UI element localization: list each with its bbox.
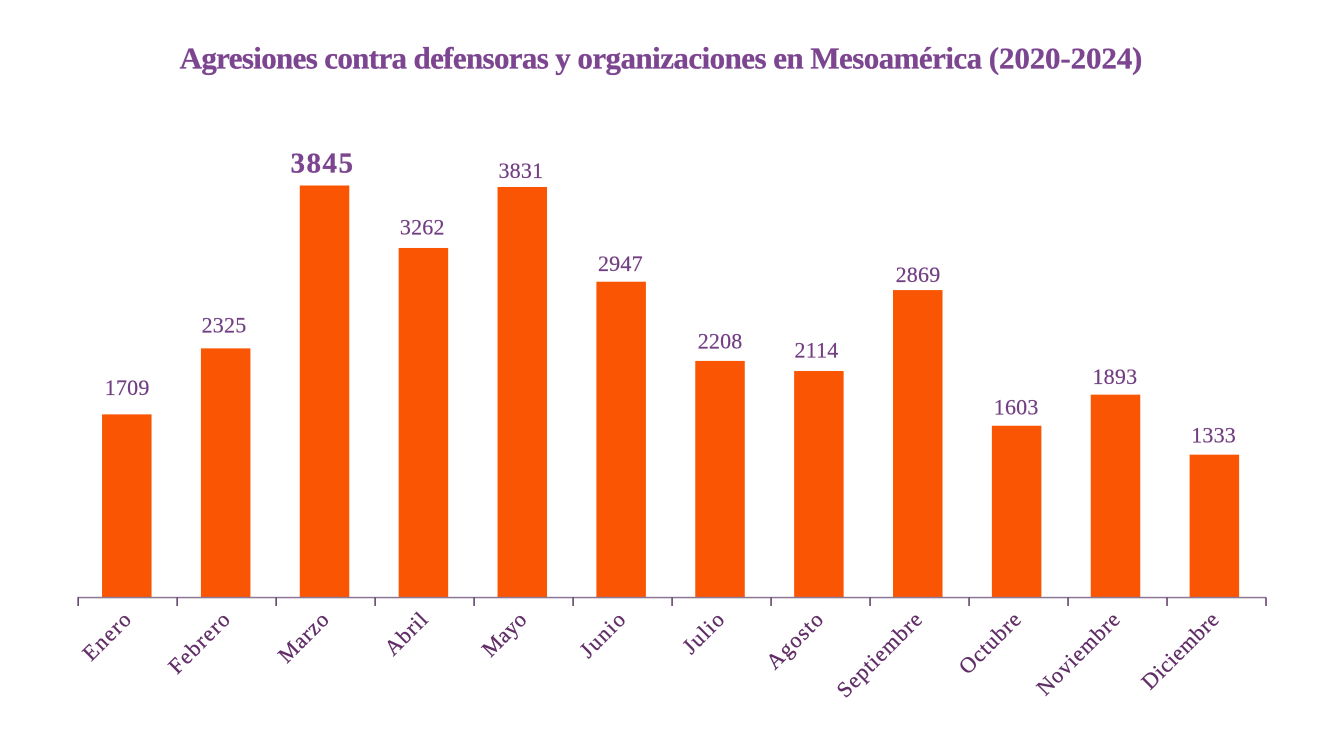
svg-text:2325: 2325 [202,312,247,337]
svg-text:1333: 1333 [1191,423,1236,448]
svg-text:2208: 2208 [698,328,743,353]
svg-text:2947: 2947 [598,251,643,276]
svg-text:1893: 1893 [1092,364,1137,389]
svg-text:1603: 1603 [994,394,1039,419]
svg-text:1709: 1709 [105,375,150,400]
svg-text:3845: 3845 [291,147,355,179]
svg-text:3831: 3831 [498,158,543,183]
svg-text:2114: 2114 [795,337,839,362]
svg-text:Agresiones contra defensoras y: Agresiones contra defensoras y organizac… [180,40,1143,75]
svg-text:2869: 2869 [896,262,941,287]
svg-text:3262: 3262 [400,214,445,239]
